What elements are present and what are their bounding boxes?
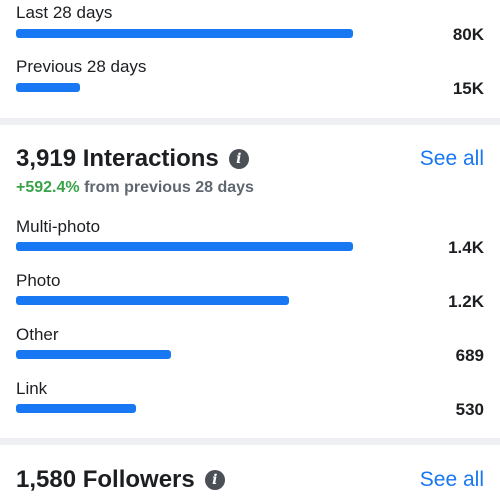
- followers-title: 1,580 Followers: [16, 466, 195, 493]
- reach-bar-previous-28: [16, 83, 80, 92]
- interactions-row-photo: Photo 1.2K: [16, 270, 484, 322]
- info-icon[interactable]: i: [204, 470, 225, 490]
- interactions-value-link: 530: [455, 400, 484, 419]
- interactions-label-multi-photo: Multi-photo: [16, 217, 101, 236]
- reach-row-previous-28: Previous 28 days 15K: [16, 56, 484, 106]
- followers-see-all-link[interactable]: See all: [419, 468, 484, 491]
- reach-label-previous-28: Previous 28 days: [16, 57, 147, 76]
- interactions-label-other: Other: [16, 325, 59, 344]
- interactions-row-link: Link 530: [16, 378, 484, 430]
- interactions-title: 3,919 Interactions: [16, 145, 219, 172]
- interactions-row-other: Other 689: [16, 324, 484, 376]
- followers-heading: 1,580 Followers i: [16, 466, 225, 494]
- reach-value-previous-28: 15K: [452, 79, 484, 98]
- section-divider: [0, 118, 500, 125]
- interactions-bar-other: [16, 350, 171, 359]
- reach-bar-last-28: [16, 29, 353, 38]
- interactions-label-photo: Photo: [16, 271, 61, 290]
- interactions-bar-photo: [16, 296, 289, 305]
- interactions-heading: 3,919 Interactions i: [16, 145, 249, 173]
- reach-value-last-28: 80K: [452, 25, 484, 44]
- interactions-delta: +592.4% from previous 28 days: [16, 179, 254, 197]
- interactions-row-multi-photo: Multi-photo 1.4K: [16, 216, 484, 268]
- interactions-value-photo: 1.2K: [448, 292, 484, 311]
- interactions-label-link: Link: [16, 379, 48, 398]
- interactions-delta-text: from previous 28 days: [84, 179, 254, 196]
- reach-row-last-28: Last 28 days 80K: [16, 0, 484, 56]
- interactions-bar-link: [16, 404, 136, 413]
- interactions-bar-multi-photo: [16, 242, 353, 251]
- info-icon[interactable]: i: [228, 149, 249, 169]
- interactions-value-other: 689: [455, 346, 484, 365]
- interactions-value-multi-photo: 1.4K: [448, 238, 484, 257]
- reach-label-last-28: Last 28 days: [16, 3, 113, 22]
- section-divider: [0, 438, 500, 445]
- interactions-delta-value: +592.4%: [16, 179, 80, 196]
- interactions-see-all-link[interactable]: See all: [419, 147, 484, 170]
